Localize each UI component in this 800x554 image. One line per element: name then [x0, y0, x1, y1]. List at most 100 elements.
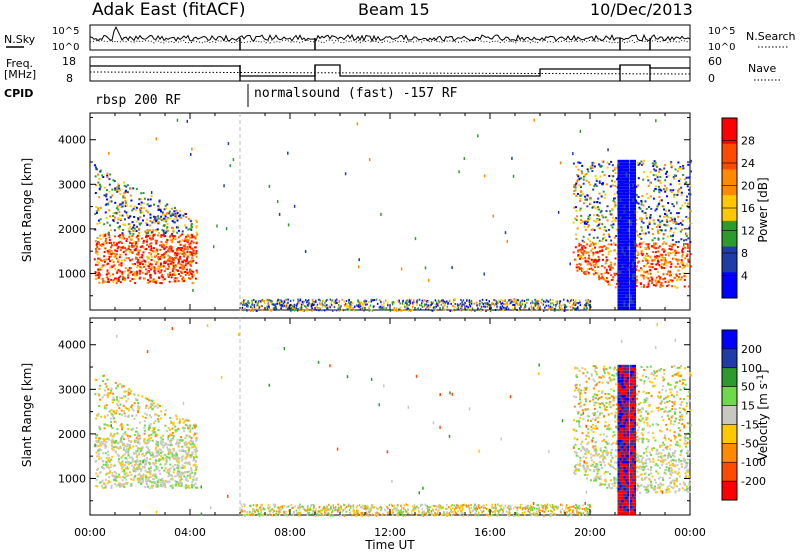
scatter-pixel	[551, 302, 554, 305]
scatter-pixel	[138, 466, 141, 469]
scatter-pixel	[583, 222, 586, 225]
scatter-pixel	[137, 253, 140, 256]
scatter-pixel	[597, 223, 600, 226]
scatter-pixel	[131, 244, 134, 247]
scatter-pixel	[643, 256, 646, 259]
scatter-pixel	[278, 212, 281, 216]
scatter-pixel	[192, 250, 195, 253]
scatter-pixel	[123, 485, 126, 488]
scatter-pixel	[135, 236, 138, 239]
scatter-pixel	[363, 306, 365, 309]
scatter-pixel	[181, 482, 184, 485]
scatter-pixel	[179, 247, 182, 250]
scatter-pixel	[491, 302, 494, 305]
scatter-pixel	[165, 456, 168, 459]
scatter-pixel	[184, 437, 187, 440]
scatter-pixel	[105, 385, 108, 388]
scatter-pixel	[639, 207, 642, 210]
scatter-pixel	[649, 182, 652, 185]
scatter-pixel	[107, 438, 110, 441]
scatter-pixel	[464, 304, 466, 307]
scatter-pixel	[168, 259, 171, 262]
scatter-pixel	[102, 463, 105, 466]
scatter-pixel	[118, 210, 121, 213]
scatter-pixel	[127, 389, 130, 392]
scatter-pixel	[645, 243, 648, 246]
scatter-pixel	[105, 438, 108, 441]
scatter-pixel	[283, 304, 286, 307]
scatter-pixel	[133, 244, 136, 247]
scatter-pixel	[159, 463, 162, 466]
scatter-pixel	[97, 268, 100, 271]
scatter-pixel	[625, 249, 628, 253]
scatter-pixel	[623, 303, 626, 307]
scatter-pixel	[106, 198, 109, 201]
scatter-pixel	[131, 278, 134, 281]
scatter-pixel	[101, 265, 104, 268]
scatter-pixel	[617, 195, 620, 199]
scatter-pixel	[135, 241, 138, 244]
scatter-pixel	[135, 230, 138, 233]
scatter-pixel	[366, 303, 368, 306]
scatter-pixel	[174, 480, 177, 483]
scatter-pixel	[508, 299, 510, 302]
scatter-pixel	[110, 458, 113, 461]
scatter-pixel	[190, 259, 193, 262]
scatter-pixel	[159, 481, 162, 484]
scatter-pixel	[617, 189, 620, 193]
scatter-pixel	[170, 420, 173, 423]
scatter-pixel	[139, 209, 142, 212]
scatter-pixel	[596, 208, 599, 211]
scatter-pixel	[391, 301, 394, 304]
scatter-pixel	[132, 427, 135, 430]
scatter-pixel	[251, 303, 253, 306]
scatter-pixel	[121, 428, 124, 431]
scatter-pixel	[630, 285, 632, 289]
scatter-pixel	[570, 298, 573, 301]
scatter-pixel	[612, 276, 615, 279]
scatter-pixel	[623, 285, 626, 289]
scatter-pixel	[427, 301, 429, 304]
scatter-pixel	[162, 218, 165, 221]
scatter-pixel	[195, 242, 198, 245]
scatter-pixel	[593, 243, 596, 246]
scatter-pixel	[126, 238, 129, 241]
scatter-pixel	[582, 251, 585, 254]
scatter-pixel	[172, 267, 175, 270]
scatter-pixel	[689, 193, 692, 196]
scatter-pixel	[634, 297, 636, 301]
scatter-pixel	[156, 441, 159, 444]
scatter-pixel	[610, 174, 613, 177]
scatter-pixel	[537, 300, 540, 303]
scatter-pixel	[126, 467, 129, 470]
scatter-pixel	[493, 299, 495, 302]
scatter-pixel	[129, 447, 132, 450]
scatter-pixel	[389, 309, 392, 312]
scatter-pixel	[163, 213, 166, 216]
scatter-pixel	[630, 207, 632, 211]
scatter-pixel	[170, 239, 173, 242]
scatter-pixel	[658, 265, 661, 268]
scatter-pixel	[654, 185, 657, 188]
scatter-pixel	[617, 216, 620, 220]
scatter-pixel	[570, 299, 572, 302]
scatter-pixel	[647, 277, 650, 280]
scatter-pixel	[299, 299, 302, 302]
scatter-pixel	[506, 239, 509, 243]
scatter-pixel	[430, 303, 432, 306]
scatter-pixel	[109, 434, 112, 437]
scatter-pixel	[167, 472, 170, 475]
scatter-pixel	[108, 239, 111, 242]
scatter-pixel	[513, 305, 516, 308]
scatter-pixel	[648, 247, 651, 250]
scatter-pixel	[187, 262, 190, 265]
scatter-pixel	[579, 263, 582, 266]
scatter-pixel	[144, 453, 147, 456]
scatter-pixel	[583, 271, 586, 274]
scatter-pixel	[164, 424, 167, 427]
scatter-pixel	[459, 302, 462, 305]
scatter-pixel	[595, 179, 598, 182]
scatter-pixel	[625, 201, 628, 205]
scatter-pixel	[179, 209, 182, 212]
scatter-pixel	[196, 233, 199, 236]
